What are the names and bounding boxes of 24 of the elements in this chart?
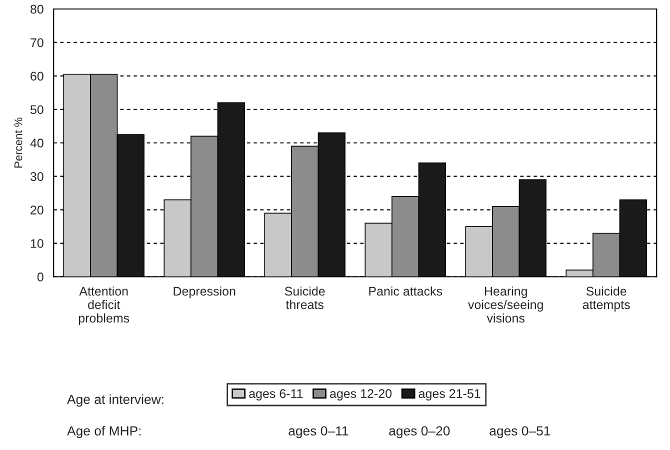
- text: ages 0–20: [389, 426, 450, 438]
- y-tick-label: 80: [30, 4, 44, 14]
- x-tick-label: Depression: [174, 286, 236, 298]
- x-tick-label: Suicide attempts: [582, 286, 630, 312]
- x-tick-label: Attention deficit problems: [78, 286, 130, 326]
- text: ages 0–11: [288, 426, 348, 438]
- y-tick-label: 40: [30, 138, 44, 148]
- y-tick-label: 20: [30, 206, 44, 214]
- y-tick-label: 30: [30, 172, 44, 181]
- y-tick-label: 70: [30, 38, 44, 48]
- x-tick-label: Hearing voices/seeing visions: [468, 286, 543, 323]
- legend-title: Age at interview:: [67, 394, 164, 407]
- y-tick-label: 60: [30, 72, 44, 81]
- x-tick-label: Suicide threats: [284, 286, 325, 310]
- text: Age of MHP:: [67, 426, 141, 438]
- legend-label: ages 12-20: [330, 389, 392, 400]
- y-axis-title: Percent %: [14, 118, 22, 168]
- y-tick-label: 0: [37, 272, 44, 282]
- text: ages 0–51: [490, 426, 550, 438]
- y-tick-label: 50: [30, 105, 44, 114]
- legend-label: ages 6-11: [249, 389, 303, 400]
- y-tick-label: 10: [30, 239, 44, 248]
- x-tick-label: Panic attacks: [369, 286, 442, 296]
- legend-label: ages 21-51: [418, 389, 480, 400]
